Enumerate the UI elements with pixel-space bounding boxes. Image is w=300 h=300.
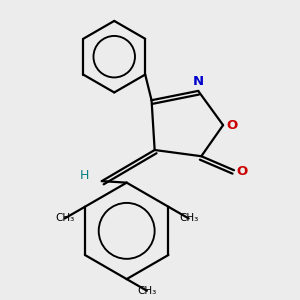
Text: CH₃: CH₃ bbox=[55, 213, 74, 224]
Text: CH₃: CH₃ bbox=[179, 213, 198, 224]
Text: CH₃: CH₃ bbox=[137, 286, 157, 296]
Text: O: O bbox=[236, 165, 248, 178]
Text: N: N bbox=[193, 75, 204, 88]
Text: H: H bbox=[80, 169, 89, 182]
Text: O: O bbox=[226, 118, 237, 132]
